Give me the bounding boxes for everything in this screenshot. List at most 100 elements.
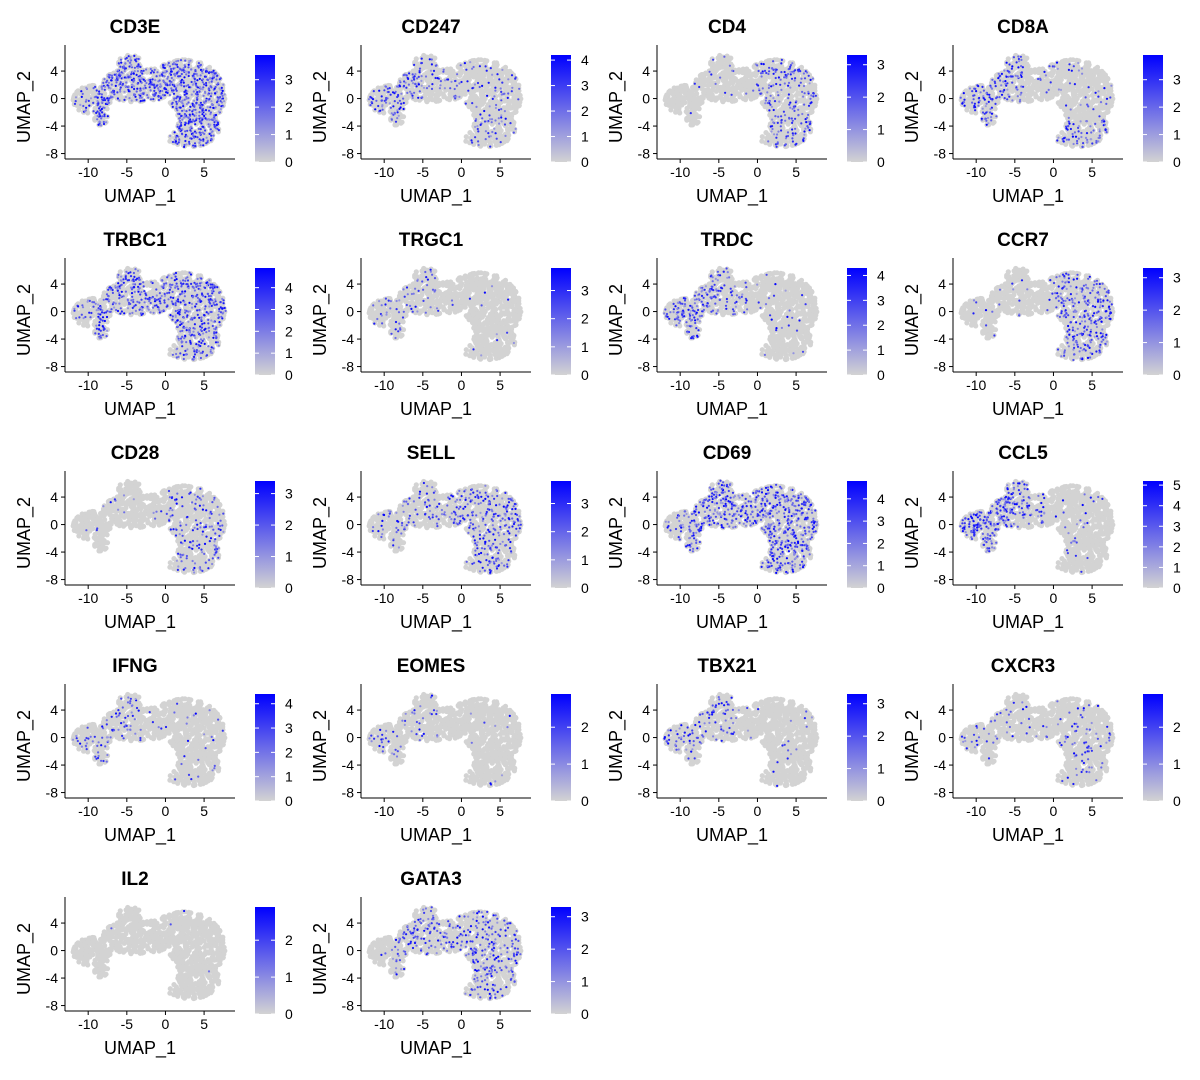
cell-point (434, 81, 439, 86)
expressing-cell-point (109, 87, 111, 89)
expressing-cell-point (136, 88, 138, 90)
expressing-cell-point (794, 69, 796, 71)
expressing-cell-point (149, 79, 151, 81)
expressing-cell-point (205, 113, 207, 115)
expressing-cell-point (766, 91, 768, 93)
cell-point (458, 68, 463, 73)
expressing-cell-point (134, 67, 136, 69)
expressing-cell-point (201, 109, 203, 111)
expressing-cell-point (140, 93, 142, 95)
expressing-cell-point (394, 113, 396, 115)
expressing-cell-point (204, 91, 206, 93)
y-tick-label: -8 (46, 146, 59, 162)
expressing-cell-point (398, 115, 400, 117)
expressing-cell-point (204, 129, 206, 131)
expressing-cell-point (140, 77, 142, 79)
expressing-cell-point (195, 112, 197, 114)
expressing-cell-point (770, 85, 772, 87)
cell-points (367, 53, 524, 149)
expressing-cell-point (458, 82, 460, 84)
expressing-cell-point (377, 105, 379, 107)
expressing-cell-point (207, 106, 209, 108)
expressing-cell-point (114, 74, 116, 76)
expressing-cell-point (118, 99, 120, 101)
expressing-cell-point (177, 60, 179, 62)
expressing-cell-point (719, 77, 721, 79)
expressing-cell-point (99, 106, 101, 108)
expressing-cell-point (797, 109, 799, 111)
cell-point (720, 97, 725, 102)
expressing-cell-point (106, 101, 108, 103)
expressing-cell-point (487, 132, 489, 134)
expressing-cell-point (392, 105, 394, 107)
expressing-cell-point (801, 91, 803, 93)
cell-point (789, 140, 794, 145)
expressing-cell-point (471, 87, 473, 89)
expressing-cell-point (430, 70, 432, 72)
expressing-cell-point (185, 73, 187, 75)
expressing-cell-point (431, 83, 433, 85)
expressing-cell-point (431, 63, 433, 65)
expressing-cell-point (456, 85, 458, 87)
expressing-cell-point (211, 81, 213, 83)
panel-cd247: CD247-10 -5 0 540-4-8UMAP_1UMAP_201234 (310, 17, 589, 207)
expressing-cell-point (118, 62, 120, 64)
expressing-cell-point (731, 70, 733, 72)
expressing-cell-point (787, 97, 789, 99)
expressing-cell-point (130, 65, 132, 67)
expressing-cell-point (784, 71, 786, 73)
expressing-cell-point (150, 98, 152, 100)
expressing-cell-point (429, 58, 431, 60)
expressing-cell-point (507, 78, 509, 80)
expressing-cell-point (134, 70, 136, 72)
expressing-cell-point (120, 59, 122, 61)
expressing-cell-point (785, 77, 787, 79)
expressing-cell-point (184, 60, 186, 62)
expressing-cell-point (124, 62, 126, 64)
expressing-cell-point (800, 122, 802, 124)
expressing-cell-point (765, 97, 767, 99)
expressing-cell-point (789, 102, 791, 104)
expressing-cell-point (203, 95, 205, 97)
y-axis-title: UMAP_2 (606, 71, 627, 143)
expressing-cell-point (97, 103, 99, 105)
expressing-cell-point (690, 112, 692, 114)
cell-point (750, 95, 755, 100)
expressing-cell-point (151, 70, 153, 72)
expressing-cell-point (181, 128, 183, 130)
expressing-cell-point (160, 97, 162, 99)
expressing-cell-point (477, 128, 479, 130)
expressing-cell-point (813, 92, 815, 94)
expressing-cell-point (109, 74, 111, 76)
expressing-cell-point (406, 74, 408, 76)
cell-point (746, 69, 751, 74)
expressing-cell-point (172, 106, 174, 108)
cell-point (476, 140, 481, 145)
expressing-cell-point (391, 119, 393, 121)
expressing-cell-point (210, 135, 212, 137)
expressing-cell-point (778, 76, 780, 78)
expressing-cell-point (793, 110, 795, 112)
expressing-cell-point (405, 82, 407, 84)
expressing-cell-point (116, 76, 118, 78)
expressing-cell-point (724, 92, 726, 94)
expressing-cell-point (183, 69, 185, 71)
expressing-cell-point (222, 97, 224, 99)
expressing-cell-point (788, 117, 790, 119)
expressing-cell-point (501, 69, 503, 71)
expressing-cell-point (439, 87, 441, 89)
expressing-cell-point (480, 124, 482, 126)
expressing-cell-point (783, 76, 785, 78)
expressing-cell-point (181, 133, 183, 135)
expressing-cell-point (477, 130, 479, 132)
expressing-cell-point (775, 69, 777, 71)
expressing-cell-point (146, 94, 148, 96)
expressing-cell-point (154, 79, 156, 81)
expressing-cell-point (447, 78, 449, 80)
expressing-cell-point (773, 109, 775, 111)
cell-point (690, 104, 695, 109)
expressing-cell-point (212, 135, 214, 137)
expressing-cell-point (709, 71, 711, 73)
expressing-cell-point (177, 101, 179, 103)
expressing-cell-point (127, 74, 129, 76)
